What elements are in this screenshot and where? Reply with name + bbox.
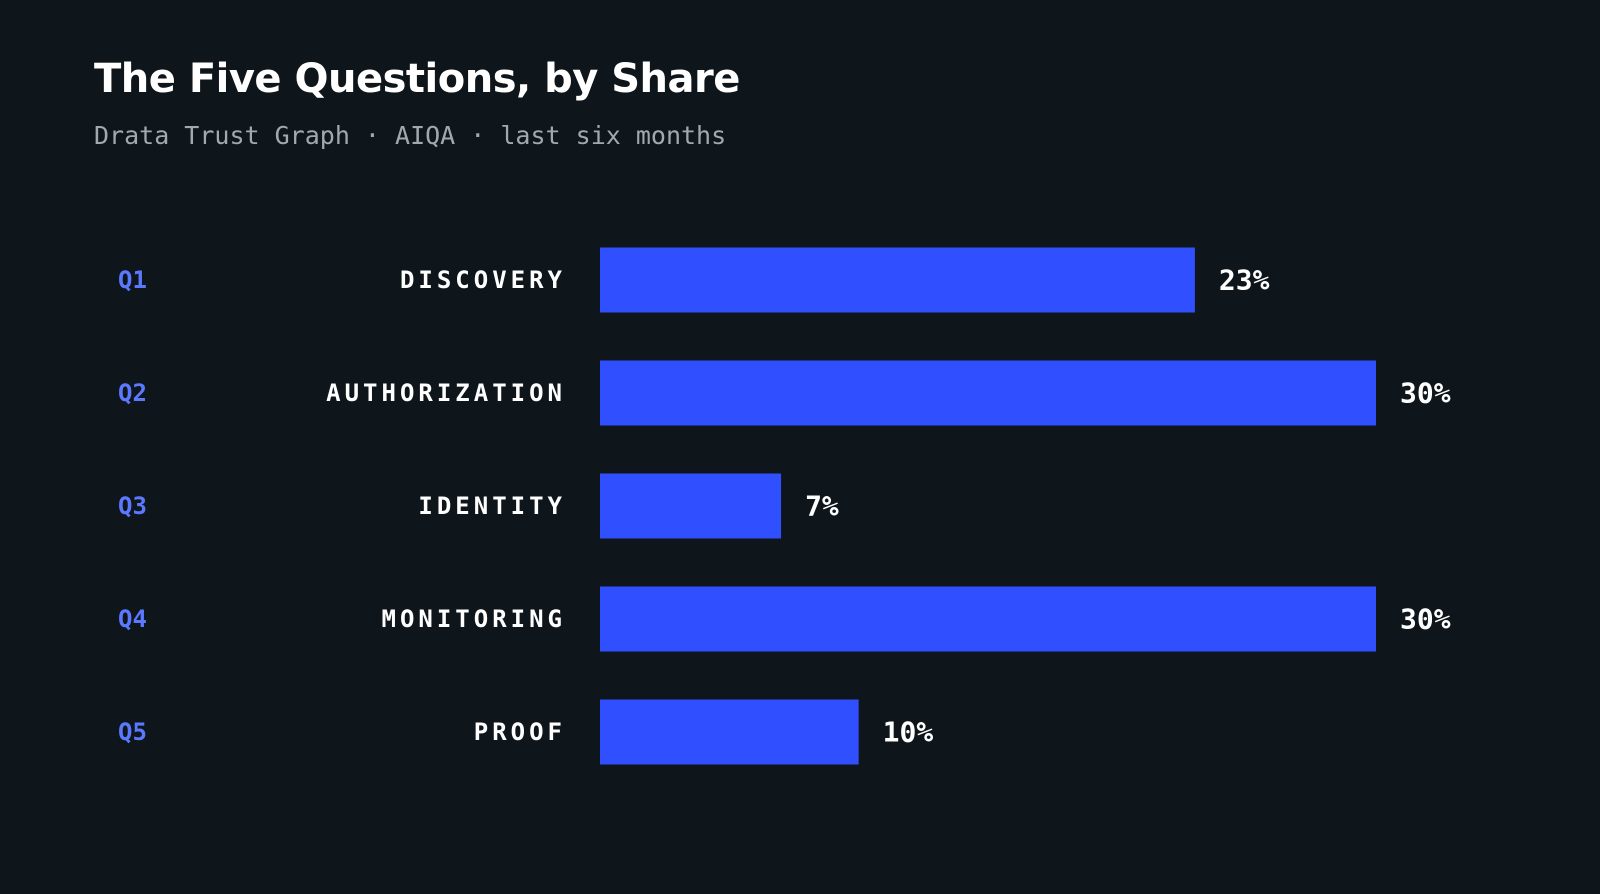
bar <box>600 586 1376 652</box>
chart-subtitle: Drata Trust Graph · AIQA · last six mont… <box>94 121 727 150</box>
bar-row: Q3 IDENTITY 7% <box>118 473 839 539</box>
category-label: MONITORING <box>382 605 567 633</box>
question-id-label: Q1 <box>118 266 147 294</box>
category-label: IDENTITY <box>418 492 566 520</box>
bar-row: Q5 PROOF 10% <box>118 699 934 765</box>
bar-row: Q2 AUTHORIZATION 30% <box>118 360 1451 426</box>
value-label: 7% <box>805 490 839 523</box>
bar <box>600 473 782 539</box>
question-id-label: Q2 <box>118 379 147 407</box>
bar <box>600 699 859 765</box>
category-label: AUTHORIZATION <box>326 379 566 407</box>
question-id-label: Q4 <box>118 605 147 633</box>
value-label: 10% <box>883 716 934 749</box>
question-id-label: Q3 <box>118 492 147 520</box>
category-label: DISCOVERY <box>400 266 566 294</box>
value-label: 23% <box>1219 264 1270 297</box>
value-label: 30% <box>1400 603 1451 636</box>
value-label: 30% <box>1400 377 1451 410</box>
bar <box>600 247 1195 313</box>
bar <box>600 360 1376 426</box>
chart-title: The Five Questions, by Share <box>94 56 740 102</box>
category-label: PROOF <box>474 718 566 746</box>
bar-row: Q4 MONITORING 30% <box>118 586 1451 652</box>
bar-row: Q1 DISCOVERY 23% <box>118 247 1270 313</box>
question-id-label: Q5 <box>118 718 147 746</box>
